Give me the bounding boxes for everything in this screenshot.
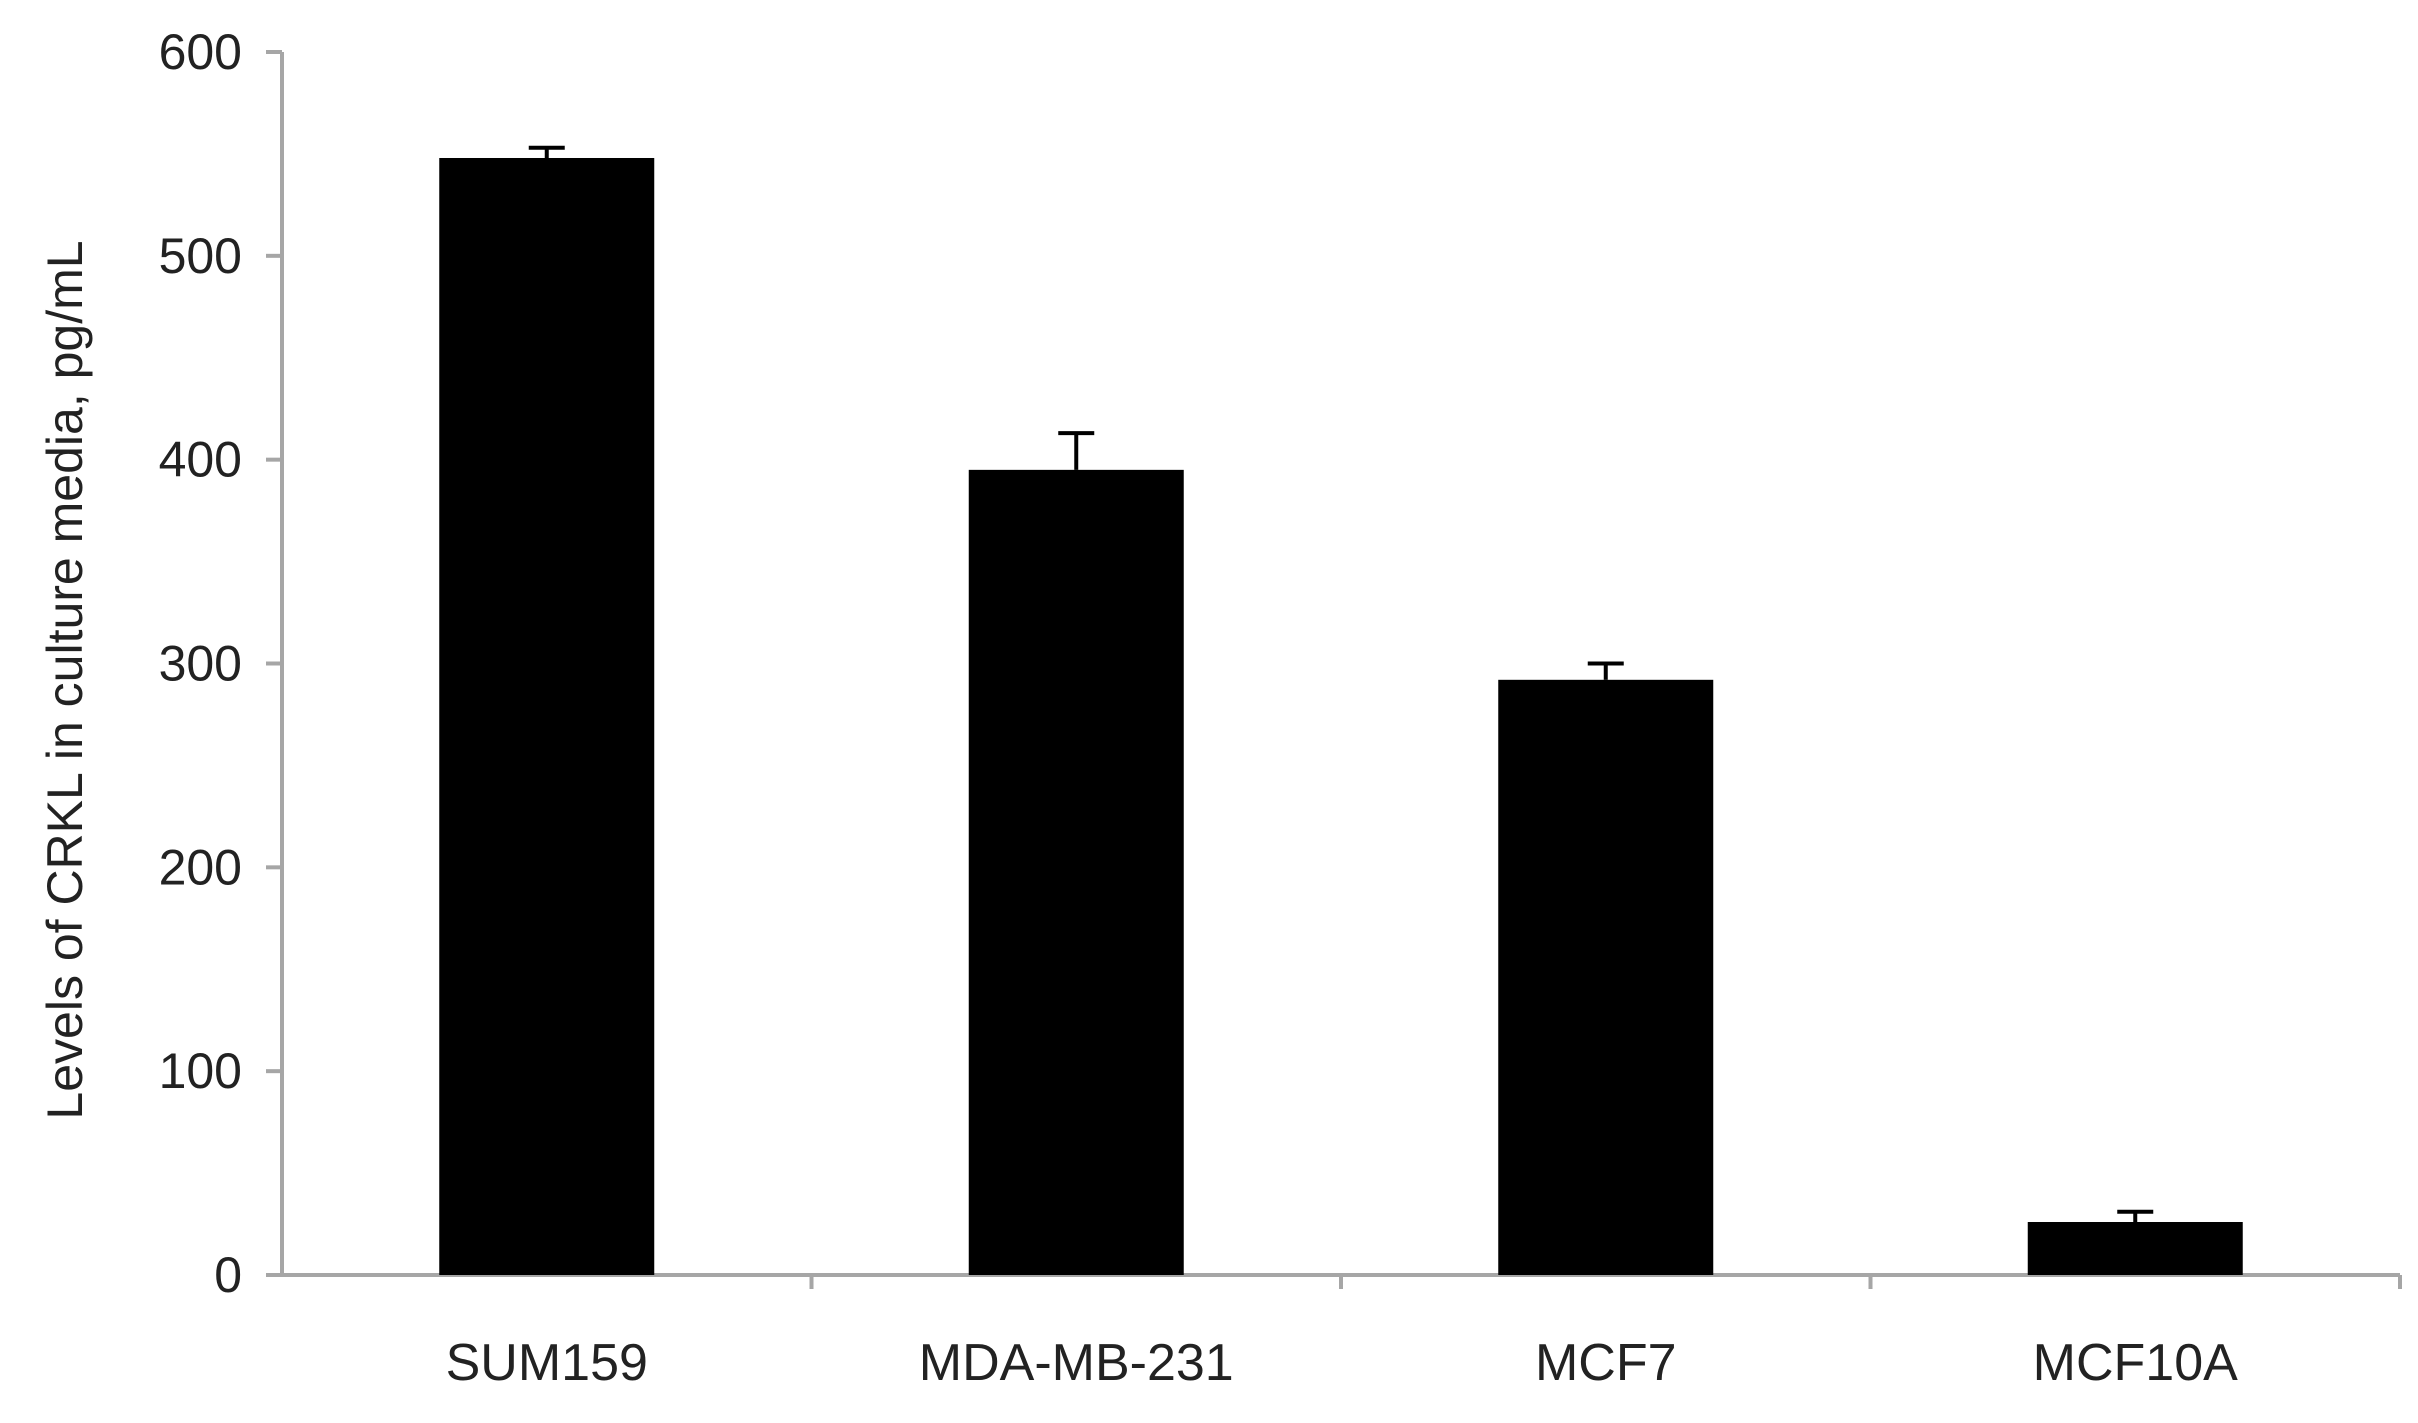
y-tick-label: 100 — [159, 1043, 242, 1099]
x-category-label: MDA-MB-231 — [919, 1334, 1234, 1392]
y-tick-label: 0 — [214, 1247, 242, 1303]
x-category-label: MCF10A — [2033, 1334, 2238, 1392]
y-tick-label: 600 — [159, 24, 242, 80]
y-tick-label: 400 — [159, 432, 242, 488]
bar-mcf7 — [1498, 679, 1714, 1275]
bar-mda-mb-231 — [968, 469, 1184, 1275]
x-category-label: SUM159 — [446, 1334, 648, 1392]
y-tick-label: 200 — [159, 839, 242, 895]
y-axis-title: Levels of CRKL in culture media, pg/mL — [37, 240, 93, 1119]
y-tick-label: 500 — [159, 228, 242, 284]
error-bars — [528, 145, 2154, 1223]
bars — [439, 157, 2243, 1276]
bar-sum159 — [439, 157, 655, 1276]
bar-mcf10a — [2027, 1222, 2243, 1275]
labels: 0 100 200 300 400 500 600 SUM159 MDA-MB-231 MCF7 M… — [159, 24, 2239, 1392]
x-category-label: MCF7 — [1535, 1334, 1677, 1392]
y-tick-label: 300 — [159, 636, 242, 692]
